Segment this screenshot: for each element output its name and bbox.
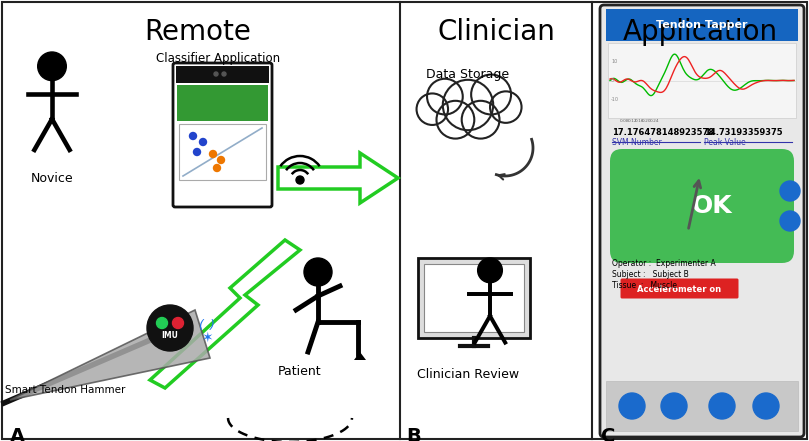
Circle shape — [214, 72, 218, 76]
Text: 0.20: 0.20 — [642, 119, 651, 123]
FancyBboxPatch shape — [600, 5, 804, 437]
Text: OK: OK — [692, 194, 732, 218]
Circle shape — [471, 75, 511, 115]
Polygon shape — [150, 240, 300, 388]
Polygon shape — [10, 310, 210, 400]
Text: Tissue  :   Muscle: Tissue : Muscle — [612, 281, 677, 290]
Circle shape — [709, 393, 735, 419]
Text: Remote: Remote — [145, 18, 252, 46]
Circle shape — [222, 72, 226, 76]
Text: 0.24: 0.24 — [650, 119, 659, 123]
Text: Accelerometer on: Accelerometer on — [637, 284, 721, 294]
Circle shape — [753, 393, 779, 419]
Text: Operator :  Experimenter A: Operator : Experimenter A — [612, 259, 716, 268]
FancyBboxPatch shape — [173, 63, 272, 207]
Circle shape — [189, 132, 197, 139]
Text: ): ) — [210, 318, 214, 332]
Circle shape — [619, 393, 645, 419]
Text: 0.08: 0.08 — [620, 119, 629, 123]
Text: -10: -10 — [611, 97, 619, 102]
Bar — [177, 85, 268, 121]
Text: 14.73193359375: 14.73193359375 — [704, 128, 782, 137]
Text: IMU: IMU — [162, 330, 179, 340]
Text: SVM Number: SVM Number — [612, 138, 662, 147]
Circle shape — [490, 91, 522, 123]
Text: Tendon Tapper: Tendon Tapper — [656, 20, 748, 30]
Circle shape — [193, 149, 201, 156]
Text: Classifier Application: Classifier Application — [156, 52, 280, 65]
Circle shape — [218, 157, 225, 164]
Text: Patient: Patient — [278, 365, 322, 378]
Text: 0: 0 — [611, 78, 614, 83]
Polygon shape — [278, 153, 398, 203]
Text: (: ( — [197, 318, 202, 332]
Circle shape — [477, 258, 502, 283]
Circle shape — [200, 138, 206, 146]
Bar — [418, 258, 530, 338]
Text: Application: Application — [622, 18, 777, 46]
Circle shape — [661, 393, 687, 419]
Text: Peak Value: Peak Value — [704, 138, 746, 147]
Text: 0.16: 0.16 — [634, 119, 644, 123]
Circle shape — [156, 318, 167, 329]
Text: 0.12: 0.12 — [627, 119, 637, 123]
Circle shape — [210, 150, 217, 157]
Circle shape — [443, 80, 493, 130]
FancyBboxPatch shape — [610, 149, 794, 263]
Circle shape — [296, 176, 304, 184]
Text: Smart Tendon Hammer: Smart Tendon Hammer — [5, 385, 125, 395]
Bar — [179, 124, 266, 180]
Text: Subject :   Subject B: Subject : Subject B — [612, 270, 688, 279]
Circle shape — [172, 318, 184, 329]
Polygon shape — [354, 352, 366, 360]
Bar — [424, 264, 524, 332]
Circle shape — [38, 52, 66, 81]
Circle shape — [780, 181, 800, 201]
Circle shape — [427, 79, 463, 115]
Circle shape — [304, 258, 332, 286]
Text: ✶: ✶ — [202, 331, 214, 345]
Text: A: A — [10, 427, 25, 441]
Bar — [606, 9, 798, 41]
FancyBboxPatch shape — [621, 279, 739, 299]
Text: C: C — [601, 427, 616, 441]
Bar — [176, 66, 269, 83]
Circle shape — [417, 93, 448, 125]
Text: 10: 10 — [611, 59, 617, 64]
Circle shape — [437, 101, 474, 138]
Circle shape — [214, 164, 221, 172]
Bar — [606, 381, 798, 431]
Text: 17.176478148923578: 17.176478148923578 — [612, 128, 714, 137]
Text: Clinician Review: Clinician Review — [417, 368, 519, 381]
Circle shape — [780, 211, 800, 231]
Text: Clinician: Clinician — [437, 18, 555, 46]
Circle shape — [147, 305, 193, 351]
Text: B: B — [406, 427, 421, 441]
Text: Data Storage: Data Storage — [426, 68, 510, 81]
Circle shape — [462, 101, 499, 138]
Text: Novice: Novice — [31, 172, 74, 185]
Bar — [608, 43, 796, 118]
